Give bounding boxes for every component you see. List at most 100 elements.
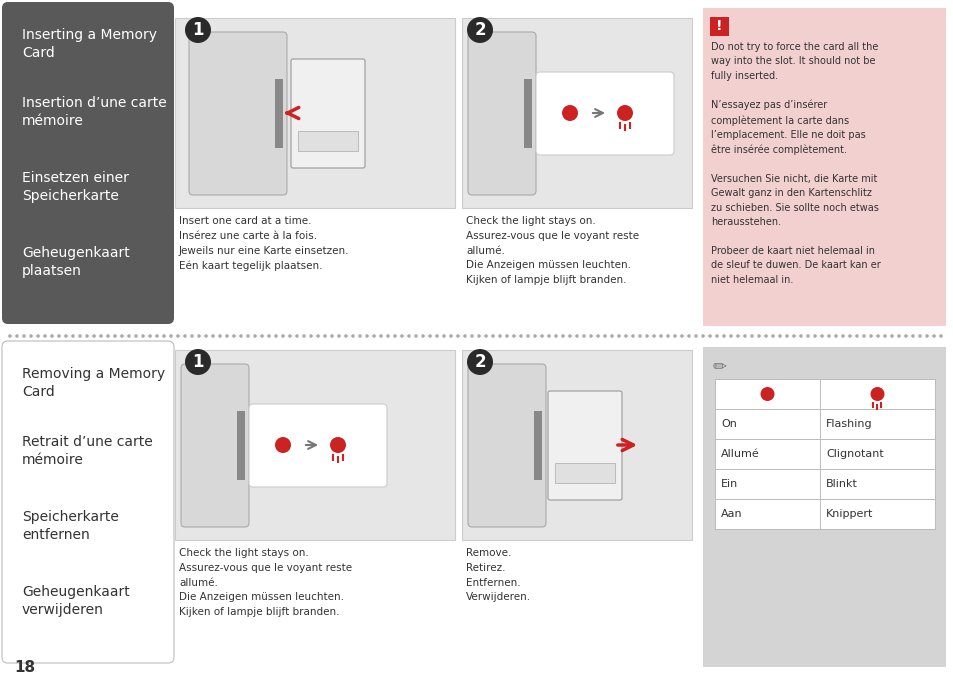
Circle shape [707, 334, 711, 338]
Text: Do not try to force the card all the
way into the slot. It should not be
fully i: Do not try to force the card all the way… [710, 42, 880, 285]
Circle shape [9, 334, 11, 338]
Circle shape [393, 334, 396, 338]
FancyBboxPatch shape [174, 350, 455, 540]
FancyBboxPatch shape [2, 2, 173, 324]
Circle shape [428, 334, 432, 338]
Circle shape [812, 334, 816, 338]
Circle shape [232, 334, 235, 338]
Circle shape [120, 334, 124, 338]
Circle shape [190, 334, 193, 338]
Circle shape [638, 334, 641, 338]
Circle shape [644, 334, 648, 338]
FancyBboxPatch shape [189, 32, 287, 195]
Circle shape [742, 334, 746, 338]
Circle shape [896, 334, 900, 338]
Circle shape [315, 334, 319, 338]
Circle shape [686, 334, 690, 338]
Circle shape [185, 17, 211, 43]
FancyBboxPatch shape [181, 364, 249, 527]
FancyBboxPatch shape [2, 341, 173, 663]
Text: Check the light stays on.
Assurez-vous que le voyant reste
allumé.
Die Anzeigen : Check the light stays on. Assurez-vous q… [179, 548, 352, 617]
Circle shape [833, 334, 837, 338]
Bar [523, 79, 532, 147]
Circle shape [281, 334, 285, 338]
Circle shape [760, 387, 774, 401]
Circle shape [470, 334, 474, 338]
Circle shape [589, 334, 592, 338]
Circle shape [617, 105, 633, 121]
Circle shape [931, 334, 935, 338]
Text: Inserting a Memory
Card: Inserting a Memory Card [22, 28, 157, 60]
Circle shape [602, 334, 606, 338]
Circle shape [862, 334, 865, 338]
Circle shape [309, 334, 313, 338]
Circle shape [784, 334, 788, 338]
Circle shape [497, 334, 501, 338]
Circle shape [378, 334, 382, 338]
Circle shape [770, 334, 774, 338]
Text: Removing a Memory
Card: Removing a Memory Card [22, 367, 165, 399]
Circle shape [868, 334, 872, 338]
Text: 2: 2 [474, 353, 485, 371]
Circle shape [749, 334, 753, 338]
Bar [555, 463, 615, 483]
Text: Flashing: Flashing [825, 419, 872, 429]
Circle shape [518, 334, 522, 338]
Bar [236, 411, 245, 480]
Circle shape [652, 334, 655, 338]
Circle shape [407, 334, 411, 338]
Circle shape [22, 334, 26, 338]
Circle shape [841, 334, 844, 338]
Circle shape [484, 334, 487, 338]
Circle shape [260, 334, 264, 338]
FancyBboxPatch shape [536, 72, 673, 155]
Circle shape [134, 334, 137, 338]
FancyBboxPatch shape [291, 59, 365, 168]
Circle shape [302, 334, 306, 338]
Circle shape [700, 334, 704, 338]
Circle shape [659, 334, 662, 338]
Circle shape [274, 437, 291, 453]
Circle shape [826, 334, 830, 338]
Text: Aan: Aan [720, 509, 741, 519]
Circle shape [505, 334, 508, 338]
Circle shape [617, 334, 620, 338]
Bar [297, 131, 357, 151]
Circle shape [903, 334, 907, 338]
Circle shape [399, 334, 403, 338]
Circle shape [169, 334, 172, 338]
Circle shape [92, 334, 95, 338]
Circle shape [721, 334, 725, 338]
Circle shape [694, 334, 697, 338]
Circle shape [71, 334, 74, 338]
Text: Insert one card at a time.
Insérez une carte à la fois.
Jeweils nur eine Karte e: Insert one card at a time. Insérez une c… [179, 216, 349, 271]
Circle shape [463, 334, 466, 338]
Text: On: On [720, 419, 736, 429]
Text: 1: 1 [193, 353, 204, 371]
Circle shape [875, 334, 879, 338]
Circle shape [575, 334, 578, 338]
Circle shape [854, 334, 858, 338]
Circle shape [372, 334, 375, 338]
Circle shape [330, 334, 334, 338]
Circle shape [365, 334, 369, 338]
Circle shape [715, 334, 718, 338]
Circle shape [631, 334, 634, 338]
Text: 2: 2 [474, 21, 485, 39]
FancyBboxPatch shape [709, 17, 728, 36]
Circle shape [185, 349, 211, 375]
Circle shape [106, 334, 110, 338]
Circle shape [155, 334, 158, 338]
Circle shape [253, 334, 256, 338]
FancyBboxPatch shape [468, 364, 545, 527]
Circle shape [791, 334, 795, 338]
Circle shape [43, 334, 47, 338]
Circle shape [386, 334, 390, 338]
Circle shape [294, 334, 298, 338]
Circle shape [533, 334, 537, 338]
Circle shape [267, 334, 271, 338]
Text: 1: 1 [193, 21, 204, 39]
Circle shape [799, 334, 802, 338]
Text: Retrait d’une carte
mémoire: Retrait d’une carte mémoire [22, 435, 152, 467]
Text: Ein: Ein [720, 479, 738, 489]
